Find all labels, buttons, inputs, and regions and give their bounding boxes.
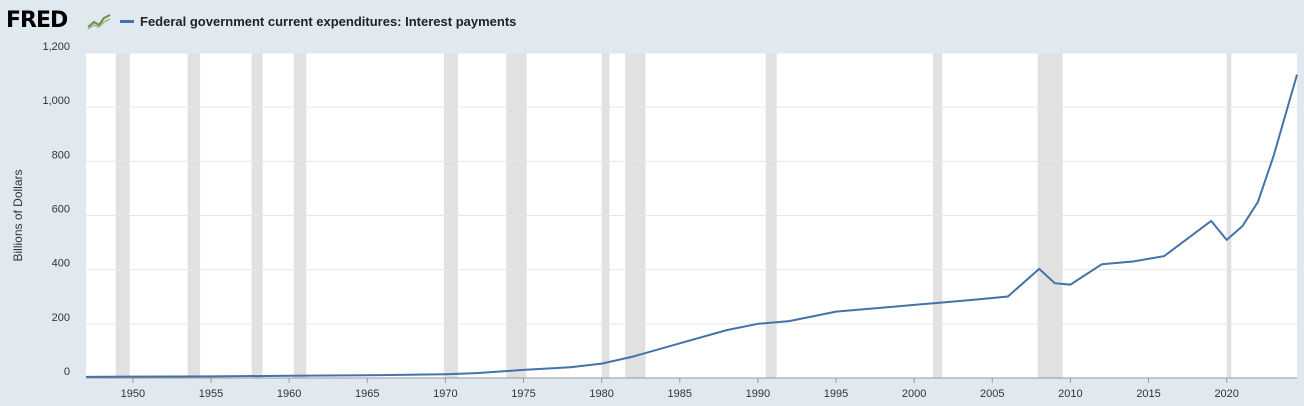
fred-chart-icon [87, 14, 111, 30]
x-tick-label: 1985 [668, 388, 692, 400]
y-tick-label: 600 [52, 204, 70, 216]
x-tick-label: 1965 [355, 388, 379, 400]
x-tick-label: 1970 [433, 388, 457, 400]
x-tick-label: 1975 [511, 388, 535, 400]
legend-label: Federal government current expenditures:… [140, 14, 517, 29]
y-axis-label: Billions of Dollars [11, 169, 25, 261]
y-tick-label: 1,200 [42, 41, 70, 53]
x-tick-label: 2000 [902, 388, 926, 400]
x-tick-label: 1960 [277, 388, 301, 400]
series-line [85, 74, 1298, 378]
x-tick-label: 2005 [980, 388, 1004, 400]
y-tick-label: 800 [52, 149, 70, 161]
y-tick-label: 1,000 [42, 95, 70, 107]
x-tick-label: 1955 [199, 388, 223, 400]
x-tick-label: 2010 [1058, 388, 1082, 400]
legend[interactable]: Federal government current expenditures:… [120, 14, 516, 29]
x-tick-label: 1995 [824, 388, 848, 400]
fred-logo[interactable]: FRED [6, 8, 68, 33]
y-tick-label: 0 [64, 366, 70, 378]
y-tick-label: 200 [52, 312, 70, 324]
legend-swatch [120, 20, 134, 23]
x-tick-label: 1950 [121, 388, 145, 400]
y-tick-label: 400 [52, 258, 70, 270]
x-tick-label: 1980 [589, 388, 613, 400]
x-tick-label: 1990 [746, 388, 770, 400]
x-tick-label: 2020 [1214, 388, 1238, 400]
x-tick-label: 2015 [1136, 388, 1160, 400]
